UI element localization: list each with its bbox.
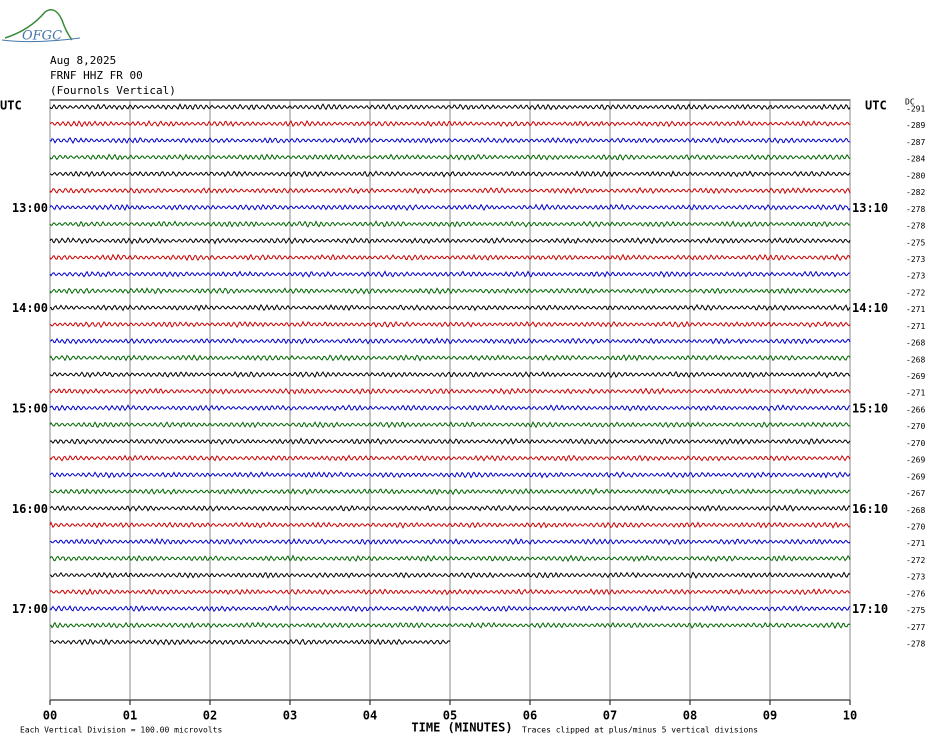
dc-offset: -270: [906, 439, 925, 448]
dc-offset: -280: [906, 171, 925, 180]
dc-offset: -278: [906, 222, 925, 231]
left-header: UTC: [0, 99, 22, 113]
trace: [49, 270, 851, 278]
trace: [49, 504, 851, 513]
dc-header: DC: [905, 98, 915, 107]
footnote: Traces clipped at plus/minus 5 vertical …: [522, 726, 758, 735]
trace: [49, 136, 851, 145]
right-header: UTC: [865, 99, 887, 113]
right-time-label: 16:10: [852, 502, 888, 516]
dc-offset: -271: [906, 539, 925, 548]
dc-offset: -291: [906, 105, 925, 114]
dc-offset: -269: [906, 472, 925, 481]
dc-offset: -277: [906, 623, 925, 632]
trace: [49, 387, 851, 395]
dc-offset: -273: [906, 573, 925, 582]
dc-offset: -268: [906, 506, 925, 515]
trace: [49, 253, 851, 262]
trace: [49, 153, 851, 161]
dc-offset: -270: [906, 522, 925, 531]
x-tick-label: 01: [123, 709, 137, 723]
left-time-label: 17:00: [12, 602, 48, 616]
dc-offset: -275: [906, 606, 925, 615]
dc-offset: -268: [906, 339, 925, 348]
x-tick-label: 06: [523, 709, 537, 723]
trace: [49, 537, 851, 546]
dc-offset: -271: [906, 389, 925, 398]
x-tick-label: 09: [763, 709, 777, 723]
trace: [49, 420, 851, 429]
x-tick-label: 08: [683, 709, 697, 723]
logo-text: OFGC: [22, 29, 62, 44]
dc-offset: -273: [906, 272, 925, 281]
trace: [49, 638, 451, 646]
trace: [49, 370, 851, 379]
left-time-label: 13:00: [12, 201, 48, 215]
trace: [49, 320, 851, 329]
trace: [49, 237, 851, 245]
trace: [49, 337, 851, 345]
dc-offset: -271: [906, 305, 925, 314]
x-tick-label: 04: [363, 709, 377, 723]
x-tick-label: 02: [203, 709, 217, 723]
trace: [49, 170, 851, 178]
title-line: FRNF HHZ FR 00: [50, 69, 143, 82]
title-line: (Fournols Vertical): [50, 84, 176, 97]
trace: [49, 354, 851, 362]
left-time-label: 16:00: [12, 502, 48, 516]
trace: [49, 119, 851, 128]
dc-offset: -276: [906, 589, 925, 598]
dc-offset: -278: [906, 205, 925, 214]
right-time-label: 13:10: [852, 201, 888, 215]
logo: OFGC: [1, 9, 81, 44]
trace: [49, 487, 851, 496]
trace: [49, 437, 851, 446]
x-tick-label: 03: [283, 709, 297, 723]
right-time-label: 17:10: [852, 602, 888, 616]
trace: [49, 521, 851, 529]
trace: [49, 588, 851, 596]
x-tick-label: 00: [43, 709, 57, 723]
trace: [49, 287, 851, 295]
trace: [49, 604, 851, 613]
x-tick-label: 05: [443, 709, 457, 723]
trace: [49, 571, 851, 579]
dc-offset: -271: [906, 322, 925, 331]
trace: [49, 220, 851, 228]
dc-offset: -272: [906, 556, 925, 565]
dc-offset: -272: [906, 288, 925, 297]
dc-offset: -273: [906, 255, 925, 264]
title-line: Aug 8,2025: [50, 54, 116, 67]
dc-offset: -266: [906, 405, 925, 414]
x-tick-label: 07: [603, 709, 617, 723]
left-time-label: 15:00: [12, 401, 48, 415]
trace: [49, 621, 851, 630]
trace: [49, 554, 851, 563]
dc-offset: -269: [906, 456, 925, 465]
trace: [49, 103, 851, 111]
dc-offset: -269: [906, 372, 925, 381]
footnote: Each Vertical Division = 100.00 microvol…: [20, 726, 222, 735]
dc-offset: -284: [906, 155, 925, 164]
dc-offset: -268: [906, 355, 925, 364]
x-tick-label: 10: [843, 709, 857, 723]
right-time-label: 15:10: [852, 401, 888, 415]
dc-offset: -270: [906, 422, 925, 431]
left-time-label: 14:00: [12, 301, 48, 315]
dc-offset: -267: [906, 489, 925, 498]
trace: [49, 203, 851, 211]
dc-offset: -275: [906, 238, 925, 247]
right-time-label: 14:10: [852, 301, 888, 315]
dc-offset: -278: [906, 640, 925, 649]
dc-offset: -287: [906, 138, 925, 147]
trace: [49, 454, 851, 462]
trace: [49, 303, 851, 312]
trace: [49, 186, 851, 195]
dc-offset: -282: [906, 188, 925, 197]
trace: [49, 404, 851, 412]
x-axis-label: TIME (MINUTES): [411, 721, 512, 735]
trace: [49, 471, 851, 479]
dc-offset: -289: [906, 121, 925, 130]
